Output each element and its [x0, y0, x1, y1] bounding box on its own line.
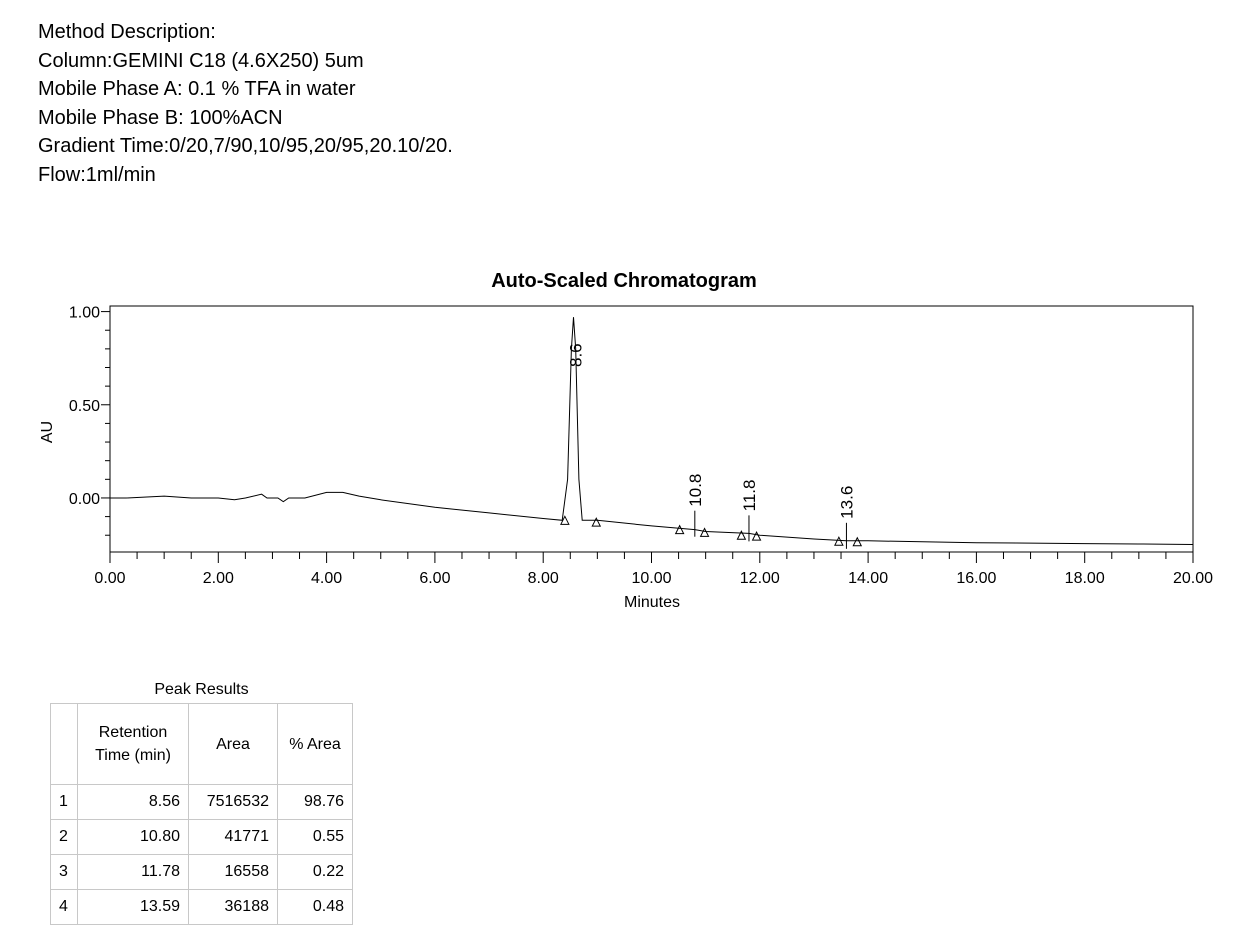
table-row: 3 11.78 16558 0.22: [50, 854, 353, 890]
plot-frame: [109, 305, 1194, 553]
method-description: Method Description: Column:GEMINI C18 (4…: [38, 18, 453, 189]
integration-marker: [751, 531, 762, 541]
peak-results-table: Retention Time (min) Area % Area 1 8.56 …: [50, 703, 353, 925]
y-tick-label: 0.50: [69, 398, 100, 415]
integration-marker: [834, 536, 844, 546]
method-line: Column:GEMINI C18 (4.6X250) 5um: [38, 49, 364, 72]
chart-title: Auto-Scaled Chromatogram: [491, 270, 757, 292]
x-axis-label: Minutes: [624, 594, 680, 611]
cell-area: 36188: [188, 889, 278, 925]
method-line: Flow:1ml/min: [38, 163, 156, 186]
table-header-row: Retention Time (min) Area % Area: [50, 703, 353, 785]
cell-percent-area: 0.55: [277, 819, 353, 855]
axes: 0.00 2.00 4.00 6.00 8.00 10.00 12.00 14.00 16.00…: [69, 305, 1213, 587]
peak-results-caption: Peak Results: [154, 681, 249, 698]
peak-marks: 8.6 10.8 11.8 13.6: [560, 343, 863, 549]
y-tick-label: 0.00: [69, 491, 100, 508]
cell-area: 16558: [188, 854, 278, 890]
cell-retention-time: 11.78: [77, 854, 189, 890]
cell-retention-time: 13.59: [77, 889, 189, 925]
method-line: Method Description:: [38, 21, 216, 43]
table-row: 2 10.80 41771 0.55: [50, 819, 353, 855]
x-tick-label: 14.00: [848, 570, 888, 587]
x-tick-label: 4.00: [311, 570, 342, 587]
cell-percent-area: 98.76: [277, 784, 353, 820]
x-tick-label: 6.00: [419, 570, 450, 587]
integration-marker: [591, 517, 602, 527]
header-index: [50, 703, 78, 785]
cell-percent-area: 0.22: [277, 854, 353, 890]
peak-label: 10.8: [686, 474, 705, 507]
chromatogram-chart: Auto-Scaled Chromatogram 0.00 2.00 4.00 6.0…: [39, 270, 1213, 611]
table-row: 4 13.59 36188 0.48: [50, 889, 353, 925]
cell-retention-time: 8.56: [77, 784, 189, 820]
y-axis-label: AU: [39, 421, 56, 443]
integration-marker: [852, 536, 863, 547]
integration-marker: [736, 530, 747, 540]
cell-index: 2: [50, 819, 78, 855]
cell-index: 3: [50, 854, 78, 890]
integration-marker: [560, 515, 570, 525]
peak-label: 13.6: [837, 486, 856, 519]
y-tick-label: 1.00: [69, 305, 100, 322]
cell-retention-time: 10.80: [77, 819, 189, 855]
cell-area: 41771: [188, 819, 278, 855]
table-row: 1 8.56 7516532 98.76: [50, 784, 353, 820]
header-retention-time: Retention Time (min): [77, 703, 189, 785]
method-line: Mobile Phase A: 0.1 % TFA in water: [38, 78, 356, 100]
x-tick-label: 8.00: [528, 570, 559, 587]
method-line: Mobile Phase B: 100%ACN: [38, 106, 283, 129]
header-percent-area: % Area: [277, 703, 353, 785]
chromatogram-trace: [110, 317, 1194, 545]
x-tick-label: 0.00: [94, 570, 125, 587]
x-tick-label: 10.00: [631, 570, 671, 587]
cell-index: 1: [50, 784, 78, 820]
x-tick-label: 12.00: [740, 570, 780, 587]
integration-marker: [699, 527, 710, 537]
integration-marker: [674, 524, 685, 535]
x-tick-label: 18.00: [1065, 570, 1105, 587]
peak-label: 8.6: [567, 343, 586, 367]
cell-area: 7516532: [188, 784, 278, 820]
header-area: Area: [188, 703, 278, 785]
x-tick-label: 16.00: [956, 570, 996, 587]
peak-label: 11.8: [740, 480, 759, 512]
x-tick-label: 2.00: [203, 570, 234, 587]
cell-index: 4: [50, 889, 78, 925]
x-tick-label: 20.00: [1173, 570, 1213, 587]
method-line: Gradient Time:0/20,7/90,10/95,20/95,20.1…: [38, 135, 453, 157]
cell-percent-area: 0.48: [277, 889, 353, 925]
